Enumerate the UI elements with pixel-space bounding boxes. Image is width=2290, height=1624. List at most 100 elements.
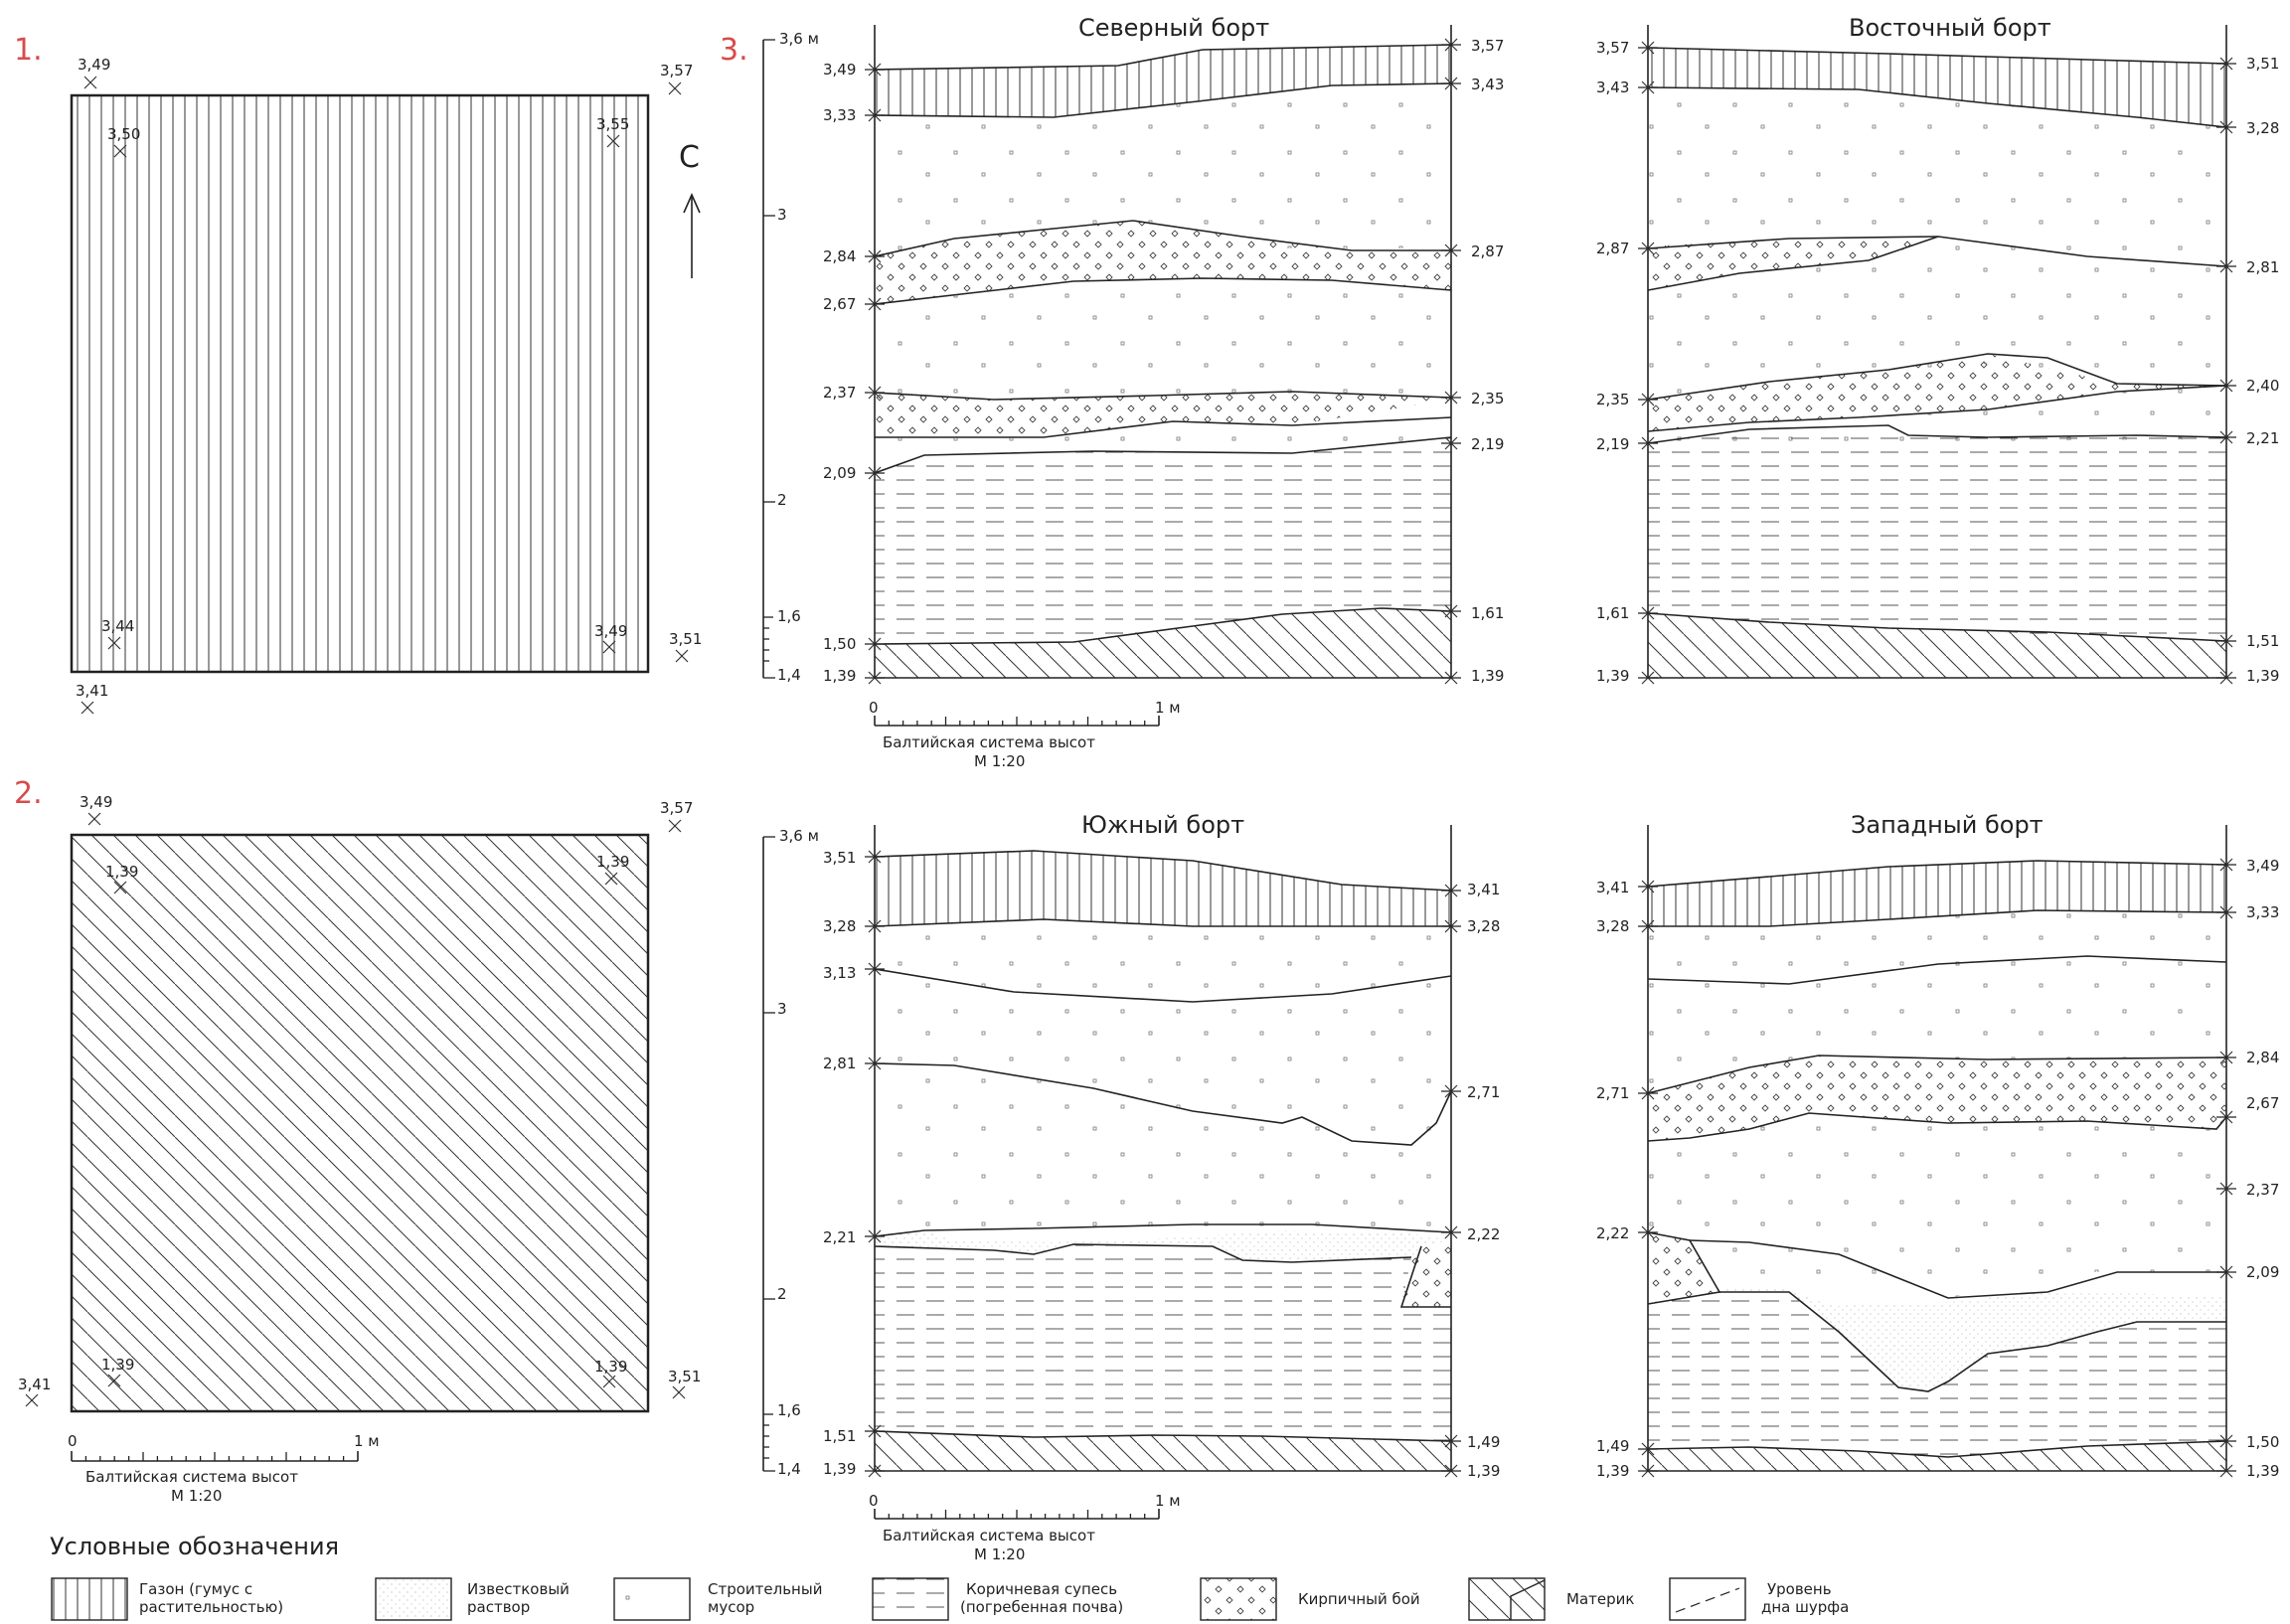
profile-east-right-221: 2,21 bbox=[2246, 429, 2279, 447]
axis-bottom-label-36: 3,6 м bbox=[779, 827, 819, 845]
axis-top-label-16: 1,6 bbox=[777, 607, 801, 625]
legend-debris-l2: мусор bbox=[708, 1598, 754, 1616]
profile-east-right-151: 1,51 bbox=[2246, 632, 2279, 650]
legend-brick-l1: Кирпичный бой bbox=[1298, 1590, 1420, 1608]
profile-east-left-287: 2,87 bbox=[1596, 240, 1629, 257]
profile-south-left-328: 3,28 bbox=[823, 917, 856, 935]
profile-north-right-357: 3,57 bbox=[1471, 37, 1504, 55]
legend-bottom-level-l1: Уровень bbox=[1767, 1580, 1832, 1598]
profile-west: Западный борт 3,41 3,28 2,71 2,22 1,49 1… bbox=[1596, 811, 2279, 1480]
north-label: С bbox=[679, 140, 700, 175]
plan-2-bedrock-fill bbox=[72, 835, 648, 1411]
profile-east-left-357: 3,57 bbox=[1596, 39, 1629, 57]
profile-south-left-221: 2,21 bbox=[823, 1228, 856, 1246]
profile-north-left-349: 3,49 bbox=[823, 61, 856, 79]
legend-loam-l2: (погребенная почва) bbox=[960, 1598, 1123, 1616]
plan-1-mark-tr: 3,57 bbox=[660, 62, 693, 80]
profile-west-left-328: 3,28 bbox=[1596, 917, 1629, 935]
profile-east-right-281: 2,81 bbox=[2246, 258, 2279, 276]
profile-south-right-328: 3,28 bbox=[1467, 917, 1500, 935]
plan-2-mark-tl: 3,49 bbox=[80, 793, 112, 811]
profile-east-left-139: 1,39 bbox=[1596, 667, 1629, 685]
plan-2-mark-tl-in: 1,39 bbox=[105, 863, 138, 881]
legend-swatch-brick bbox=[1200, 1577, 1277, 1621]
legend-swatch-lime bbox=[375, 1577, 452, 1621]
legend-swatch-debris bbox=[613, 1577, 691, 1621]
profile-west-right-209: 2,09 bbox=[2246, 1263, 2279, 1281]
profile-west-right-333: 3,33 bbox=[2246, 903, 2279, 921]
profile-north-right-161: 1,61 bbox=[1471, 604, 1504, 622]
legend-loam-l1: Коричневая супесь bbox=[966, 1580, 1117, 1598]
profile-north-right-139: 1,39 bbox=[1471, 667, 1504, 685]
profile-south-title: Южный борт bbox=[1081, 811, 1244, 839]
north-arrow-icon bbox=[683, 193, 701, 278]
profile-west-title: Западный борт bbox=[1851, 811, 2044, 839]
axis-top-label-14: 1,4 bbox=[777, 666, 801, 684]
profile-east-title: Восточный борт bbox=[1849, 14, 2051, 42]
axis-bottom-label-16: 1,6 bbox=[777, 1401, 801, 1419]
legend-bottom-level-l2: дна шурфа bbox=[1761, 1598, 1849, 1616]
profile-west-left-341: 3,41 bbox=[1596, 879, 1629, 896]
profile-south-right-149: 1,49 bbox=[1467, 1433, 1500, 1451]
axis-bottom-label-14: 1,4 bbox=[777, 1460, 801, 1478]
profile-south-right-271: 2,71 bbox=[1467, 1083, 1500, 1101]
plan-2-scale-one: 1 м bbox=[354, 1432, 380, 1450]
profile-north: Северный борт 3,49 3,33 2,84 2,67 2,37 2… bbox=[823, 14, 1504, 770]
profile-east-right-351: 3,51 bbox=[2246, 55, 2279, 73]
profile-north-left-284: 2,84 bbox=[823, 247, 856, 265]
profile-west-right-139: 1,39 bbox=[2246, 1462, 2279, 1480]
profile-east-left-343: 3,43 bbox=[1596, 79, 1629, 96]
profile-east-left-219: 2,19 bbox=[1596, 435, 1629, 453]
axis-top-label-3: 3 bbox=[777, 206, 787, 224]
plan-2-mark-br: 3,51 bbox=[668, 1368, 701, 1385]
legend-bedrock-l1: Материк bbox=[1566, 1590, 1634, 1608]
legend: Условные обозначения Газон (гумус с раст… bbox=[50, 1533, 1849, 1621]
profile-south-scale-zero: 0 bbox=[869, 1492, 879, 1510]
legend-lime-l1: Известковый bbox=[467, 1580, 570, 1598]
plan-1-frame bbox=[70, 93, 650, 674]
profile-south-left-139: 1,39 bbox=[823, 1460, 856, 1478]
plan-1-mark-br: 3,51 bbox=[669, 630, 702, 648]
profile-east: Восточный борт 3,57 3,43 2,87 2,35 2,19 … bbox=[1596, 14, 2279, 685]
plan-2-scale-ratio: М 1:20 bbox=[171, 1487, 222, 1505]
plan-1-lawn-fill bbox=[72, 95, 648, 672]
plan-1-mark-tl: 3,49 bbox=[78, 56, 110, 74]
plan-2-scale-zero: 0 bbox=[68, 1432, 78, 1450]
profile-east-right-328: 3,28 bbox=[2246, 119, 2279, 137]
profile-north-left-139: 1,39 bbox=[823, 667, 856, 685]
plan-1-mark-br-in: 3,49 bbox=[594, 622, 627, 640]
profile-west-right-237: 2,37 bbox=[2246, 1181, 2279, 1199]
legend-swatch-lawn bbox=[51, 1577, 128, 1621]
plan-2-mark-bl: 3,41 bbox=[18, 1376, 51, 1393]
profile-south-left-151: 1,51 bbox=[823, 1427, 856, 1445]
profile-east-left-161: 1,61 bbox=[1596, 604, 1629, 622]
profile-west-right-349: 3,49 bbox=[2246, 857, 2279, 875]
legend-lawn-l2: растительностью) bbox=[139, 1598, 283, 1616]
plan-1: 3,49 3,50 3,57 3,55 3,44 3,49 3,51 3,41 … bbox=[70, 56, 702, 715]
plan-1-mark-tr-in: 3,55 bbox=[596, 115, 629, 133]
axis-bottom bbox=[762, 836, 775, 1472]
profile-south-right-139: 1,39 bbox=[1467, 1462, 1500, 1480]
profile-north-title: Северный борт bbox=[1078, 14, 1269, 42]
legend-swatch-loam bbox=[872, 1577, 949, 1621]
profile-west-left-149: 1,49 bbox=[1596, 1437, 1629, 1455]
plan-1-mark-bl-in: 3,44 bbox=[101, 617, 134, 635]
section-number-3: 3. bbox=[720, 33, 748, 68]
section-number-2: 2. bbox=[14, 776, 43, 811]
plan-1-mark-tl-in: 3,50 bbox=[107, 125, 140, 143]
profile-south-left-351: 3,51 bbox=[823, 849, 856, 867]
profile-north-scale-system: Балтийская система высот bbox=[883, 733, 1095, 751]
plan-2-mark-bl-in: 1,39 bbox=[101, 1356, 134, 1374]
axis-top-label-36: 3,6 м bbox=[779, 30, 819, 48]
profile-south-left-313: 3,13 bbox=[823, 964, 856, 982]
profile-west-right-284: 2,84 bbox=[2246, 1049, 2279, 1066]
profile-west-right-150: 1,50 bbox=[2246, 1433, 2279, 1451]
profile-north-right-287: 2,87 bbox=[1471, 243, 1504, 260]
profile-north-left-237: 2,37 bbox=[823, 384, 856, 402]
profile-north-left-267: 2,67 bbox=[823, 295, 856, 313]
section-number-1: 1. bbox=[14, 33, 43, 68]
legend-debris-l1: Строительный bbox=[708, 1580, 822, 1598]
profile-south: Южный борт 3,51 3,28 3,13 2,81 2,21 1,51… bbox=[823, 811, 1500, 1563]
axis-top bbox=[762, 39, 775, 679]
